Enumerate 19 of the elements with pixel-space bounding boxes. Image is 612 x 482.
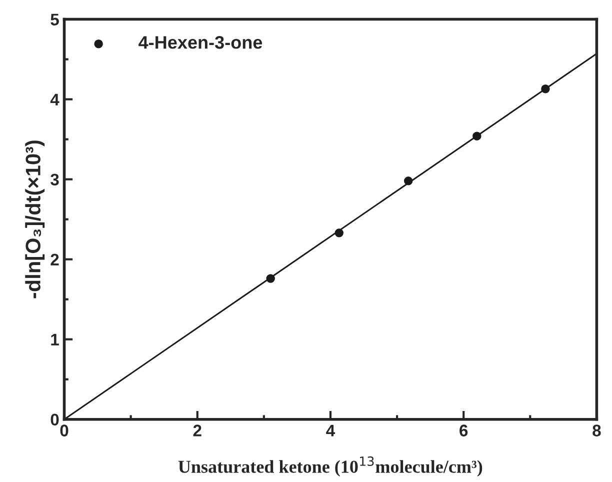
y-tick-label: 0	[50, 414, 59, 426]
point	[472, 132, 482, 140]
y-tick-label: 5	[50, 14, 59, 26]
y-axis-title: -dln[O₃]/dt(×10³)	[25, 140, 45, 298]
y-tick-label: 1	[51, 334, 59, 346]
x-axis-title: Unsaturated ketone (10$^{13}$molecule/cm³)	[178, 456, 482, 477]
point	[266, 274, 275, 283]
x-tick-label: 6	[460, 424, 468, 436]
y-tick-label: 4	[50, 94, 60, 106]
legend-label: 4-Hexen-3-one	[138, 36, 262, 49]
x-tick-label: 8	[592, 424, 601, 436]
point	[404, 176, 413, 186]
x-tick-label: 2	[193, 424, 202, 436]
y-tick-label: 3	[50, 174, 59, 186]
point	[541, 84, 550, 94]
point	[334, 228, 344, 238]
x-tick-label: 0	[60, 424, 68, 436]
y-tick-label: 2	[50, 254, 59, 266]
x-tick-label: 4	[326, 424, 336, 436]
